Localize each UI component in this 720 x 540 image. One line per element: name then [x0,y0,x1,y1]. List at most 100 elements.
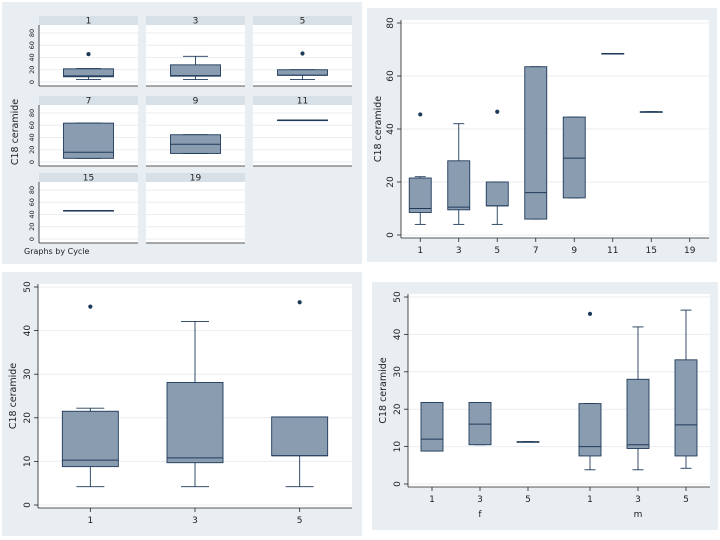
x-tick-label-2: 5 [494,246,500,256]
plot-area [408,294,710,487]
facet-plot-15 [39,182,138,243]
y-tick-label-4: 80 [386,17,396,29]
facet-15: 15 0 20 40 60 80 [28,173,138,244]
facet-19: 19 [146,173,245,244]
y-tick-label-0: 0 [23,502,33,508]
facet-y-tick-label-1-1: 20 [28,66,36,74]
box-1 [166,382,224,464]
facet-note: Graphs by Cycle [24,247,90,256]
y-tick-label-3: 30 [393,366,403,378]
facet-1: 1 0 20 40 60 80 [28,16,138,87]
chart-b: 0 20 40 60 80 1 3 5 7 9 11 15 19 C18 ceramide [373,17,709,256]
facet-outlier-0-0 [86,52,91,57]
box-2 [271,416,329,457]
facet-header-11 [253,96,352,105]
facet-y-tick-label-7-2: 40 [28,133,36,141]
facet-y-tick-label-15-1: 20 [28,223,36,231]
outlier-0-0 [88,304,93,309]
y-tick-label-4: 40 [393,328,403,340]
x-tick-label-2: 5 [525,495,531,505]
x-tick-label-5: 5 [683,495,689,505]
x-tick-label-1: 3 [477,495,483,505]
facet-plot-11 [253,105,352,166]
y-tick-label-5: 50 [393,291,403,303]
x-tick-label-0: 1 [87,516,93,526]
facet-box-2 [277,69,328,76]
box-1 [447,160,471,211]
y-tick-label-0: 0 [393,481,403,487]
panel-first-cycles: 0 10 20 30 40 50 1 3 5 C18 ceramide [2,272,362,536]
facet-header-3 [146,16,245,25]
facet-y-tick-label-15-2: 40 [28,210,36,218]
x-tick-label-1: 3 [456,246,462,256]
box-2 [485,181,509,207]
chart-a: 1 0 20 40 60 80 3 5 7 0 20 40 60 80 9 11 15 0 20 40 60 80 19 C1… [10,16,352,256]
facet-9: 9 [146,96,245,167]
y-axis-label: C18 ceramide [8,363,19,429]
x-tick-label-2: 5 [297,516,303,526]
x-tick-label-0: 1 [417,246,423,256]
y-tick-label-2: 20 [23,412,33,424]
panel-by-cycle: 0 20 40 60 80 1 3 5 7 9 11 15 19 C18 ceramide [367,8,717,262]
facet-title-15: 15 [83,174,94,184]
facet-11: 11 [253,96,352,167]
y-tick-label-5: 50 [23,281,33,293]
facet-title-7: 7 [86,97,92,107]
y-tick-label-0: 0 [386,232,396,238]
y-tick-label-1: 10 [393,441,403,453]
panel-by-sex: 0 10 20 30 40 50 1 3 5 1 3 5 f m C18 ceramide [372,282,718,530]
y-tick-label-2: 40 [386,123,396,135]
box-3 [578,403,602,457]
y-axis-label: C18 ceramide [373,96,384,162]
y-tick-label-2: 20 [393,403,403,415]
facet-header-9 [146,96,245,105]
y-tick-label-3: 30 [23,368,33,380]
x-tick-label-3: 1 [587,495,593,505]
outlier-2-0 [495,109,500,114]
facet-title-1: 1 [86,17,92,27]
x-tick-label-7: 19 [684,246,696,256]
facet-header-7 [39,96,138,105]
facet-box-0 [63,68,114,78]
outlier-2-0 [297,300,302,305]
facet-y-tick-label-7-1: 20 [28,146,36,154]
facet-box-1 [170,64,221,77]
facet-y-tick-label-15-4: 80 [28,186,36,194]
y-axis-label: C18 ceramide [378,357,389,423]
x-tick-label-1: 3 [192,516,198,526]
facet-y-tick-label-1-3: 60 [28,41,36,49]
facet-y-tick-label-7-4: 80 [28,109,36,117]
x-tick-label-6: 15 [646,246,657,256]
facet-y-tick-label-7-0: 0 [28,160,36,164]
outlier-0-0 [418,112,423,117]
chart-c: 0 10 20 30 40 50 1 3 5 C18 ceramide [8,281,352,526]
facet-title-19: 19 [190,174,202,184]
y-tick-label-4: 40 [23,325,33,337]
box-0 [420,402,444,452]
facet-5: 5 [253,16,352,87]
x-tick-label-3: 7 [533,246,539,256]
facet-title-9: 9 [193,97,199,107]
facet-plot-19 [146,182,245,243]
x-tick-label-5: 11 [607,246,618,256]
group-label-f: f [478,510,482,520]
group-label-m: m [634,510,643,520]
x-tick-label-4: 9 [571,246,577,256]
outlier-3-0 [587,311,593,316]
y-axis-label: C18 ceramide [10,99,21,165]
facet-y-tick-label-15-0: 0 [28,237,36,241]
y-tick-label-1: 10 [23,455,33,467]
box-0 [408,177,432,213]
y-tick-label-1: 20 [386,176,396,188]
facet-y-tick-label-7-3: 60 [28,121,36,129]
facet-3: 3 [146,16,245,87]
facet-y-tick-label-15-3: 60 [28,198,36,206]
facet-7: 7 0 20 40 60 80 [28,96,138,167]
facet-header-1 [39,16,138,25]
y-tick-label-3: 60 [386,70,396,82]
facet-y-tick-label-1-0: 0 [28,80,36,84]
box-0 [61,410,119,468]
x-tick-label-4: 3 [635,495,641,505]
facet-header-19 [146,173,245,182]
box-5 [674,359,698,457]
